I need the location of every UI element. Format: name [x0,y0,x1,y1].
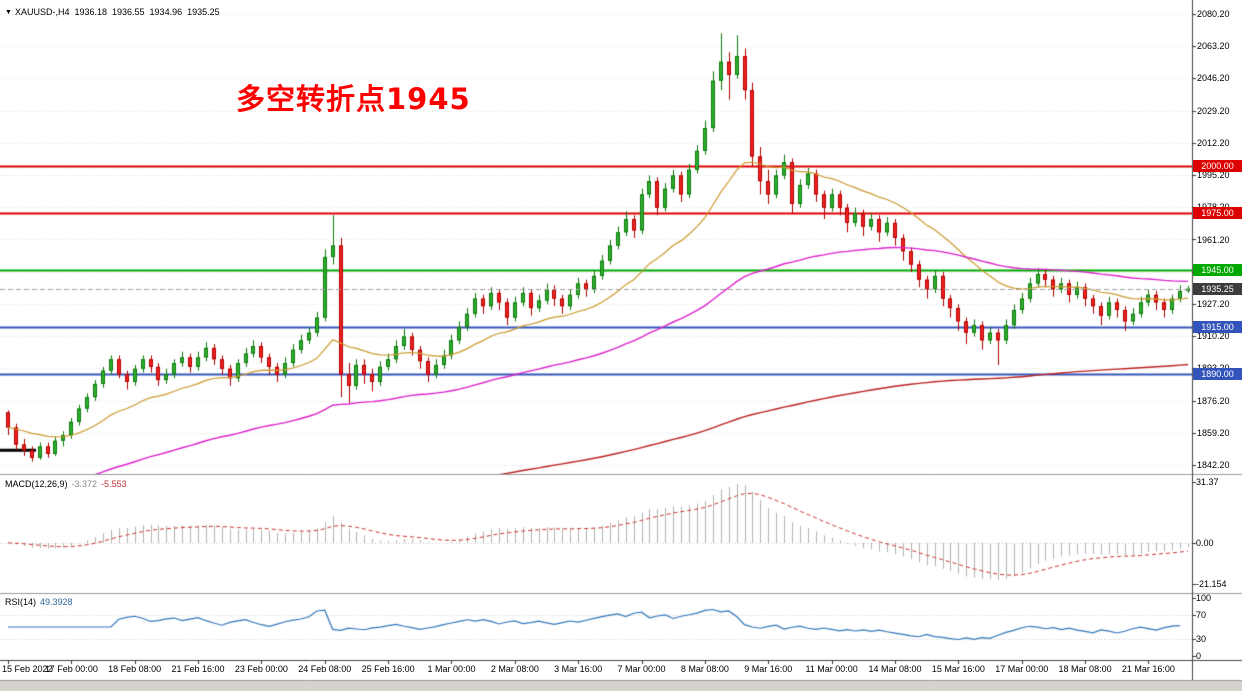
time-axis-label: 15 Mar 16:00 [931,664,985,674]
ohlc-low: 1934.96 [149,7,183,17]
macd-main-value: -3.372 [71,479,98,489]
time-axis-label: 17 Mar 00:00 [995,664,1049,674]
macd-signal-value: -5.553 [101,479,127,489]
price-tick-label: 1842.20 [1197,460,1230,470]
price-tick-label: 1876.20 [1197,395,1230,406]
time-axis-label: 18 Feb 08:00 [108,664,162,674]
chart-annotation-text: 多空转折点1945 [236,82,471,116]
rsi-tick-label: 100 [1196,593,1212,603]
price-line-badge: 1945.00 [1193,264,1242,277]
ohlc-high: 1936.55 [112,7,145,17]
price-tick-label: 1859.20 [1197,427,1230,438]
time-axis-label: 17 Feb 00:00 [44,664,98,674]
price-tick-label: 1910.20 [1197,331,1230,342]
symbol-header: ▼ XAUUSD-,H4 1936.18 1936.55 1934.96 1935.25 [5,7,225,17]
price-tick-label: 2063.20 [1197,41,1230,52]
time-axis-label: 21 Feb 16:00 [171,664,225,674]
time-axis-label: 8 Mar 08:00 [680,664,729,674]
price-tick-label: 1927.20 [1197,298,1230,309]
price-tick-label: 1961.20 [1197,234,1230,245]
price-line-badge: 1890.00 [1193,368,1242,381]
time-axis-label: 15 Feb 2022 [2,664,53,674]
time-axis-label: 21 Mar 16:00 [1121,664,1175,674]
time-axis-label: 2 Mar 08:00 [490,664,539,674]
time-axis-label: 9 Mar 16:00 [744,664,793,674]
macd-indicator-header: MACD(12,26,9) -3.372 -5.553 [5,479,127,489]
time-axis-label: 1 Mar 00:00 [427,664,476,674]
price-tick-label: 1893.20 [1197,363,1230,373]
ohlc-close: 1935.25 [187,7,220,17]
time-axis-label: 3 Mar 16:00 [554,664,603,674]
price-tick-label: 2012.20 [1197,137,1230,148]
macd-tick-label: -21.154 [1196,579,1227,589]
price-line-badge: 1975.00 [1193,207,1242,220]
rsi-indicator-header: RSI(14) 49.3928 [5,597,73,607]
current-price-badge: 1935.25 [1193,282,1242,295]
rsi-label: RSI(14) [5,597,37,607]
price-tick-label: 1995.20 [1197,170,1230,181]
price-tick-label: 1978.20 [1197,202,1230,212]
macd-tick-label: 31.37 [1196,477,1219,487]
macd-tick-label: 0.00 [1196,537,1214,548]
rsi-value: 49.3928 [40,597,73,607]
rsi-tick-label: 30 [1196,633,1207,644]
time-axis-label: 7 Mar 00:00 [617,664,666,674]
price-line-badge: 2000.00 [1193,159,1242,172]
rsi-tick-label: 0 [1196,651,1202,661]
time-axis-label: 25 Feb 16:00 [361,664,415,674]
time-axis-label: 23 Feb 00:00 [234,664,288,674]
price-tick-label: 2029.20 [1197,105,1230,116]
price-tick-label: 2046.20 [1197,73,1230,84]
macd-label: MACD(12,26,9) [5,479,68,489]
price-tick-label: 2080.20 [1197,9,1230,19]
time-axis-label: 18 Mar 08:00 [1058,664,1112,674]
time-axis-label: 24 Feb 08:00 [298,664,352,674]
ohlc-open: 1936.18 [74,7,107,17]
time-axis-label: 11 Mar 00:00 [805,664,858,674]
time-axis-label: 14 Mar 08:00 [868,664,922,674]
symbol-name: XAUUSD-,H4 [14,7,70,17]
symbol-marker-icon: ▼ [5,9,12,16]
rsi-tick-label: 70 [1196,610,1207,621]
price-line-badge: 1915.00 [1193,321,1242,334]
